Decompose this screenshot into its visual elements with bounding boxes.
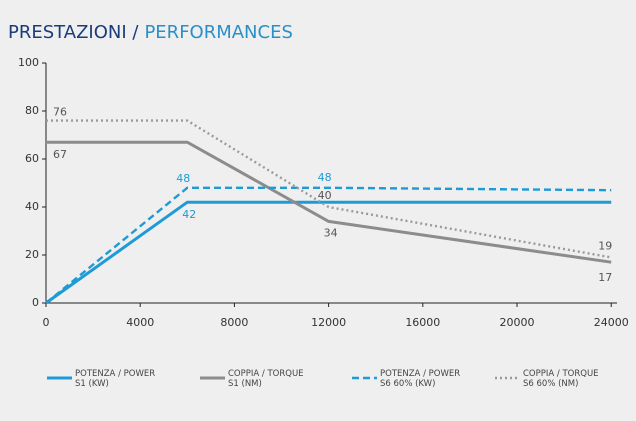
data-label: 48 bbox=[318, 171, 332, 184]
data-label: 40 bbox=[318, 189, 332, 202]
chart-title: PRESTAZIONI / bbox=[8, 22, 139, 43]
data-label: 19 bbox=[598, 239, 612, 252]
legend-label: S6 60% (KW) bbox=[380, 379, 435, 389]
data-label: 48 bbox=[176, 172, 190, 185]
chart-title: PERFORMANCES bbox=[144, 22, 292, 43]
data-label: 17 bbox=[598, 271, 612, 284]
legend-label: S1 (KW) bbox=[75, 379, 109, 389]
x-tick-label: 20000 bbox=[500, 316, 535, 329]
legend-label: S1 (NM) bbox=[228, 379, 262, 389]
y-tick-label: 40 bbox=[25, 200, 39, 213]
series-line bbox=[46, 119, 612, 259]
y-tick-label: 100 bbox=[18, 56, 39, 69]
legend-label: S6 60% (NM) bbox=[523, 379, 578, 389]
data-label: 34 bbox=[324, 226, 338, 239]
legend-label: COPPIA / TORQUE bbox=[228, 369, 304, 379]
data-label: 42 bbox=[182, 208, 196, 221]
series-line bbox=[46, 140, 612, 264]
x-tick-label: 12000 bbox=[311, 316, 346, 329]
legend-label: POTENZA / POWER bbox=[380, 369, 460, 379]
series-line bbox=[45, 200, 612, 305]
x-tick-label: 0 bbox=[43, 316, 50, 329]
data-label: 76 bbox=[53, 106, 67, 119]
legend-label: POTENZA / POWER bbox=[75, 369, 155, 379]
y-tick-label: 80 bbox=[25, 104, 39, 117]
x-tick-label: 4000 bbox=[126, 316, 154, 329]
data-label: 67 bbox=[53, 148, 67, 161]
y-tick-label: 20 bbox=[25, 248, 39, 261]
y-tick-label: 0 bbox=[32, 296, 39, 309]
legend-label: COPPIA / TORQUE bbox=[523, 369, 599, 379]
y-tick-label: 60 bbox=[25, 152, 39, 165]
x-tick-label: 24000 bbox=[594, 316, 629, 329]
series-line bbox=[45, 186, 612, 304]
x-tick-label: 8000 bbox=[220, 316, 248, 329]
x-tick-label: 16000 bbox=[405, 316, 440, 329]
